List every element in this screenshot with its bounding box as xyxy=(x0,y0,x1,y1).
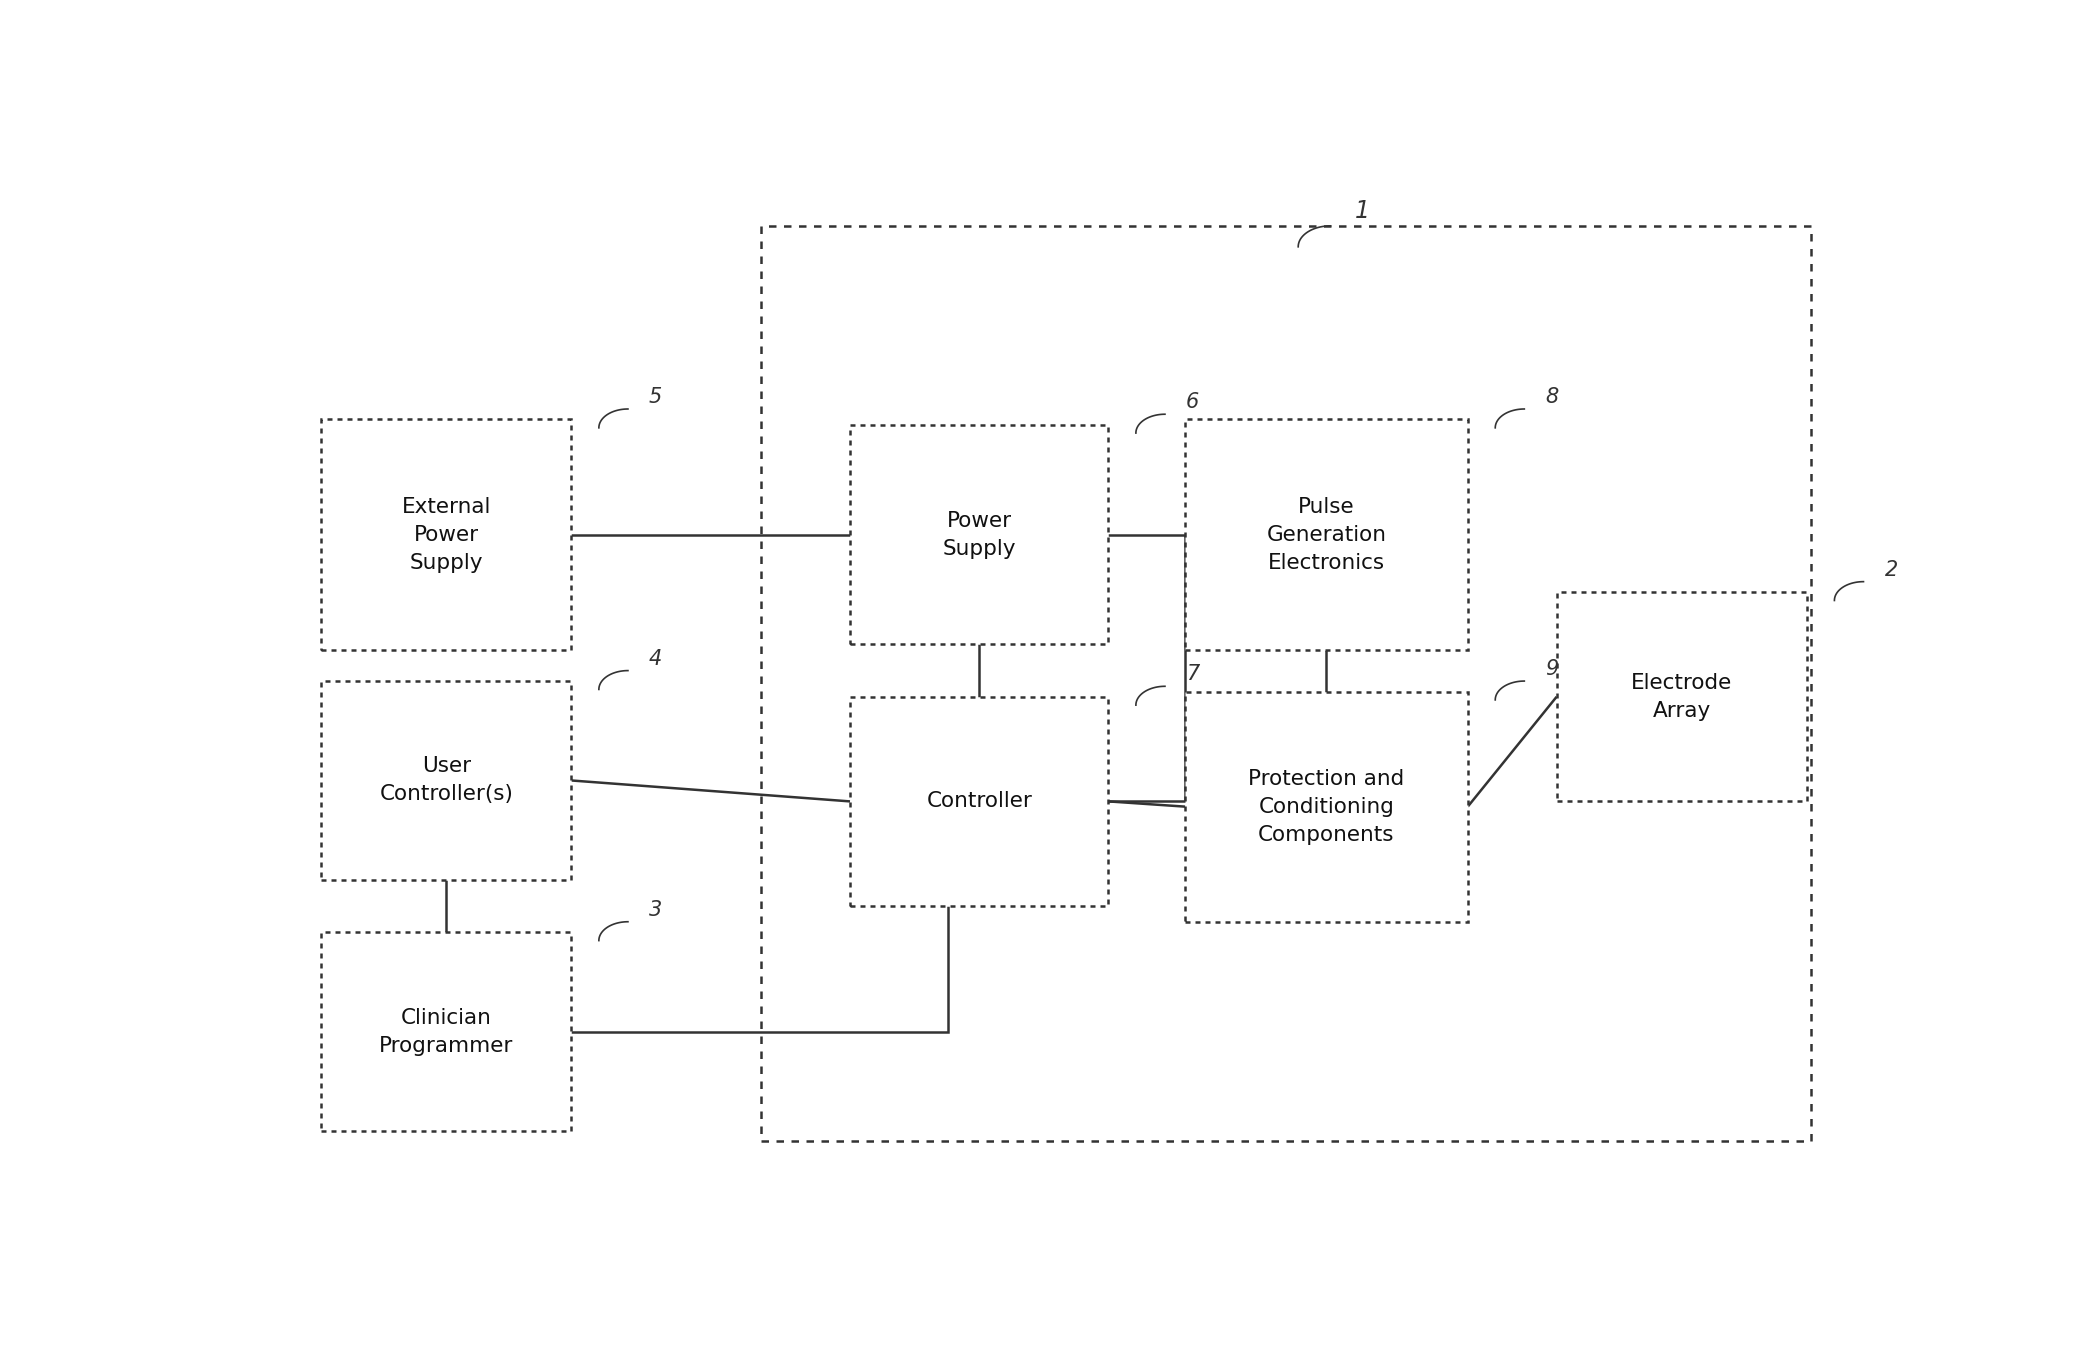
Bar xyxy=(1186,692,1467,921)
Text: User
Controller(s): User Controller(s) xyxy=(379,757,513,805)
Bar xyxy=(321,932,571,1131)
Text: Clinician
Programmer: Clinician Programmer xyxy=(379,1007,513,1056)
Text: Power
Supply: Power Supply xyxy=(942,511,1017,559)
Text: 1: 1 xyxy=(1355,198,1369,223)
Text: 3: 3 xyxy=(648,900,663,920)
Text: Controller: Controller xyxy=(925,791,1032,811)
Text: Protection and
Conditioning
Components: Protection and Conditioning Components xyxy=(1248,769,1405,845)
Bar xyxy=(761,226,1811,1142)
Text: 7: 7 xyxy=(1186,665,1198,684)
Text: 8: 8 xyxy=(1546,387,1559,406)
Text: 6: 6 xyxy=(1186,393,1198,412)
Text: 4: 4 xyxy=(648,648,663,669)
Bar xyxy=(850,697,1109,906)
Bar xyxy=(321,681,571,879)
Bar xyxy=(850,424,1109,644)
Text: Pulse
Generation
Electronics: Pulse Generation Electronics xyxy=(1267,496,1386,572)
Text: External
Power
Supply: External Power Supply xyxy=(402,496,492,572)
Text: Electrode
Array: Electrode Array xyxy=(1632,673,1732,720)
Text: 5: 5 xyxy=(648,387,663,406)
Bar xyxy=(321,420,571,650)
Bar xyxy=(1557,593,1807,802)
Text: 9: 9 xyxy=(1546,659,1559,680)
Bar xyxy=(1186,420,1467,650)
Text: 2: 2 xyxy=(1884,560,1899,579)
